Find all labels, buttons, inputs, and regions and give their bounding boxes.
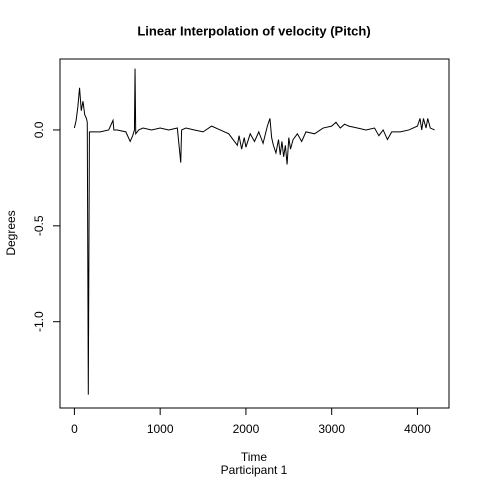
plot-frame: [59, 58, 450, 409]
y-axis-label: Degrees: [4, 210, 18, 255]
data-line: [73, 68, 435, 395]
chart-title: Linear Interpolation of velocity (Pitch): [137, 23, 370, 38]
x-axis-label: Time: [241, 450, 268, 464]
x-tick-label: 0: [71, 422, 78, 436]
x-tick-label: 3000: [318, 422, 345, 436]
subtitle: Participant 1: [221, 463, 288, 477]
y-tick-label: -0.5: [32, 215, 46, 236]
y-tick-label: 0.0: [32, 121, 46, 138]
x-tick-label: 4000: [404, 422, 431, 436]
y-tick-label: -1.0: [32, 311, 46, 332]
x-tick-label: 2000: [233, 422, 260, 436]
x-tick-label: 1000: [147, 422, 174, 436]
